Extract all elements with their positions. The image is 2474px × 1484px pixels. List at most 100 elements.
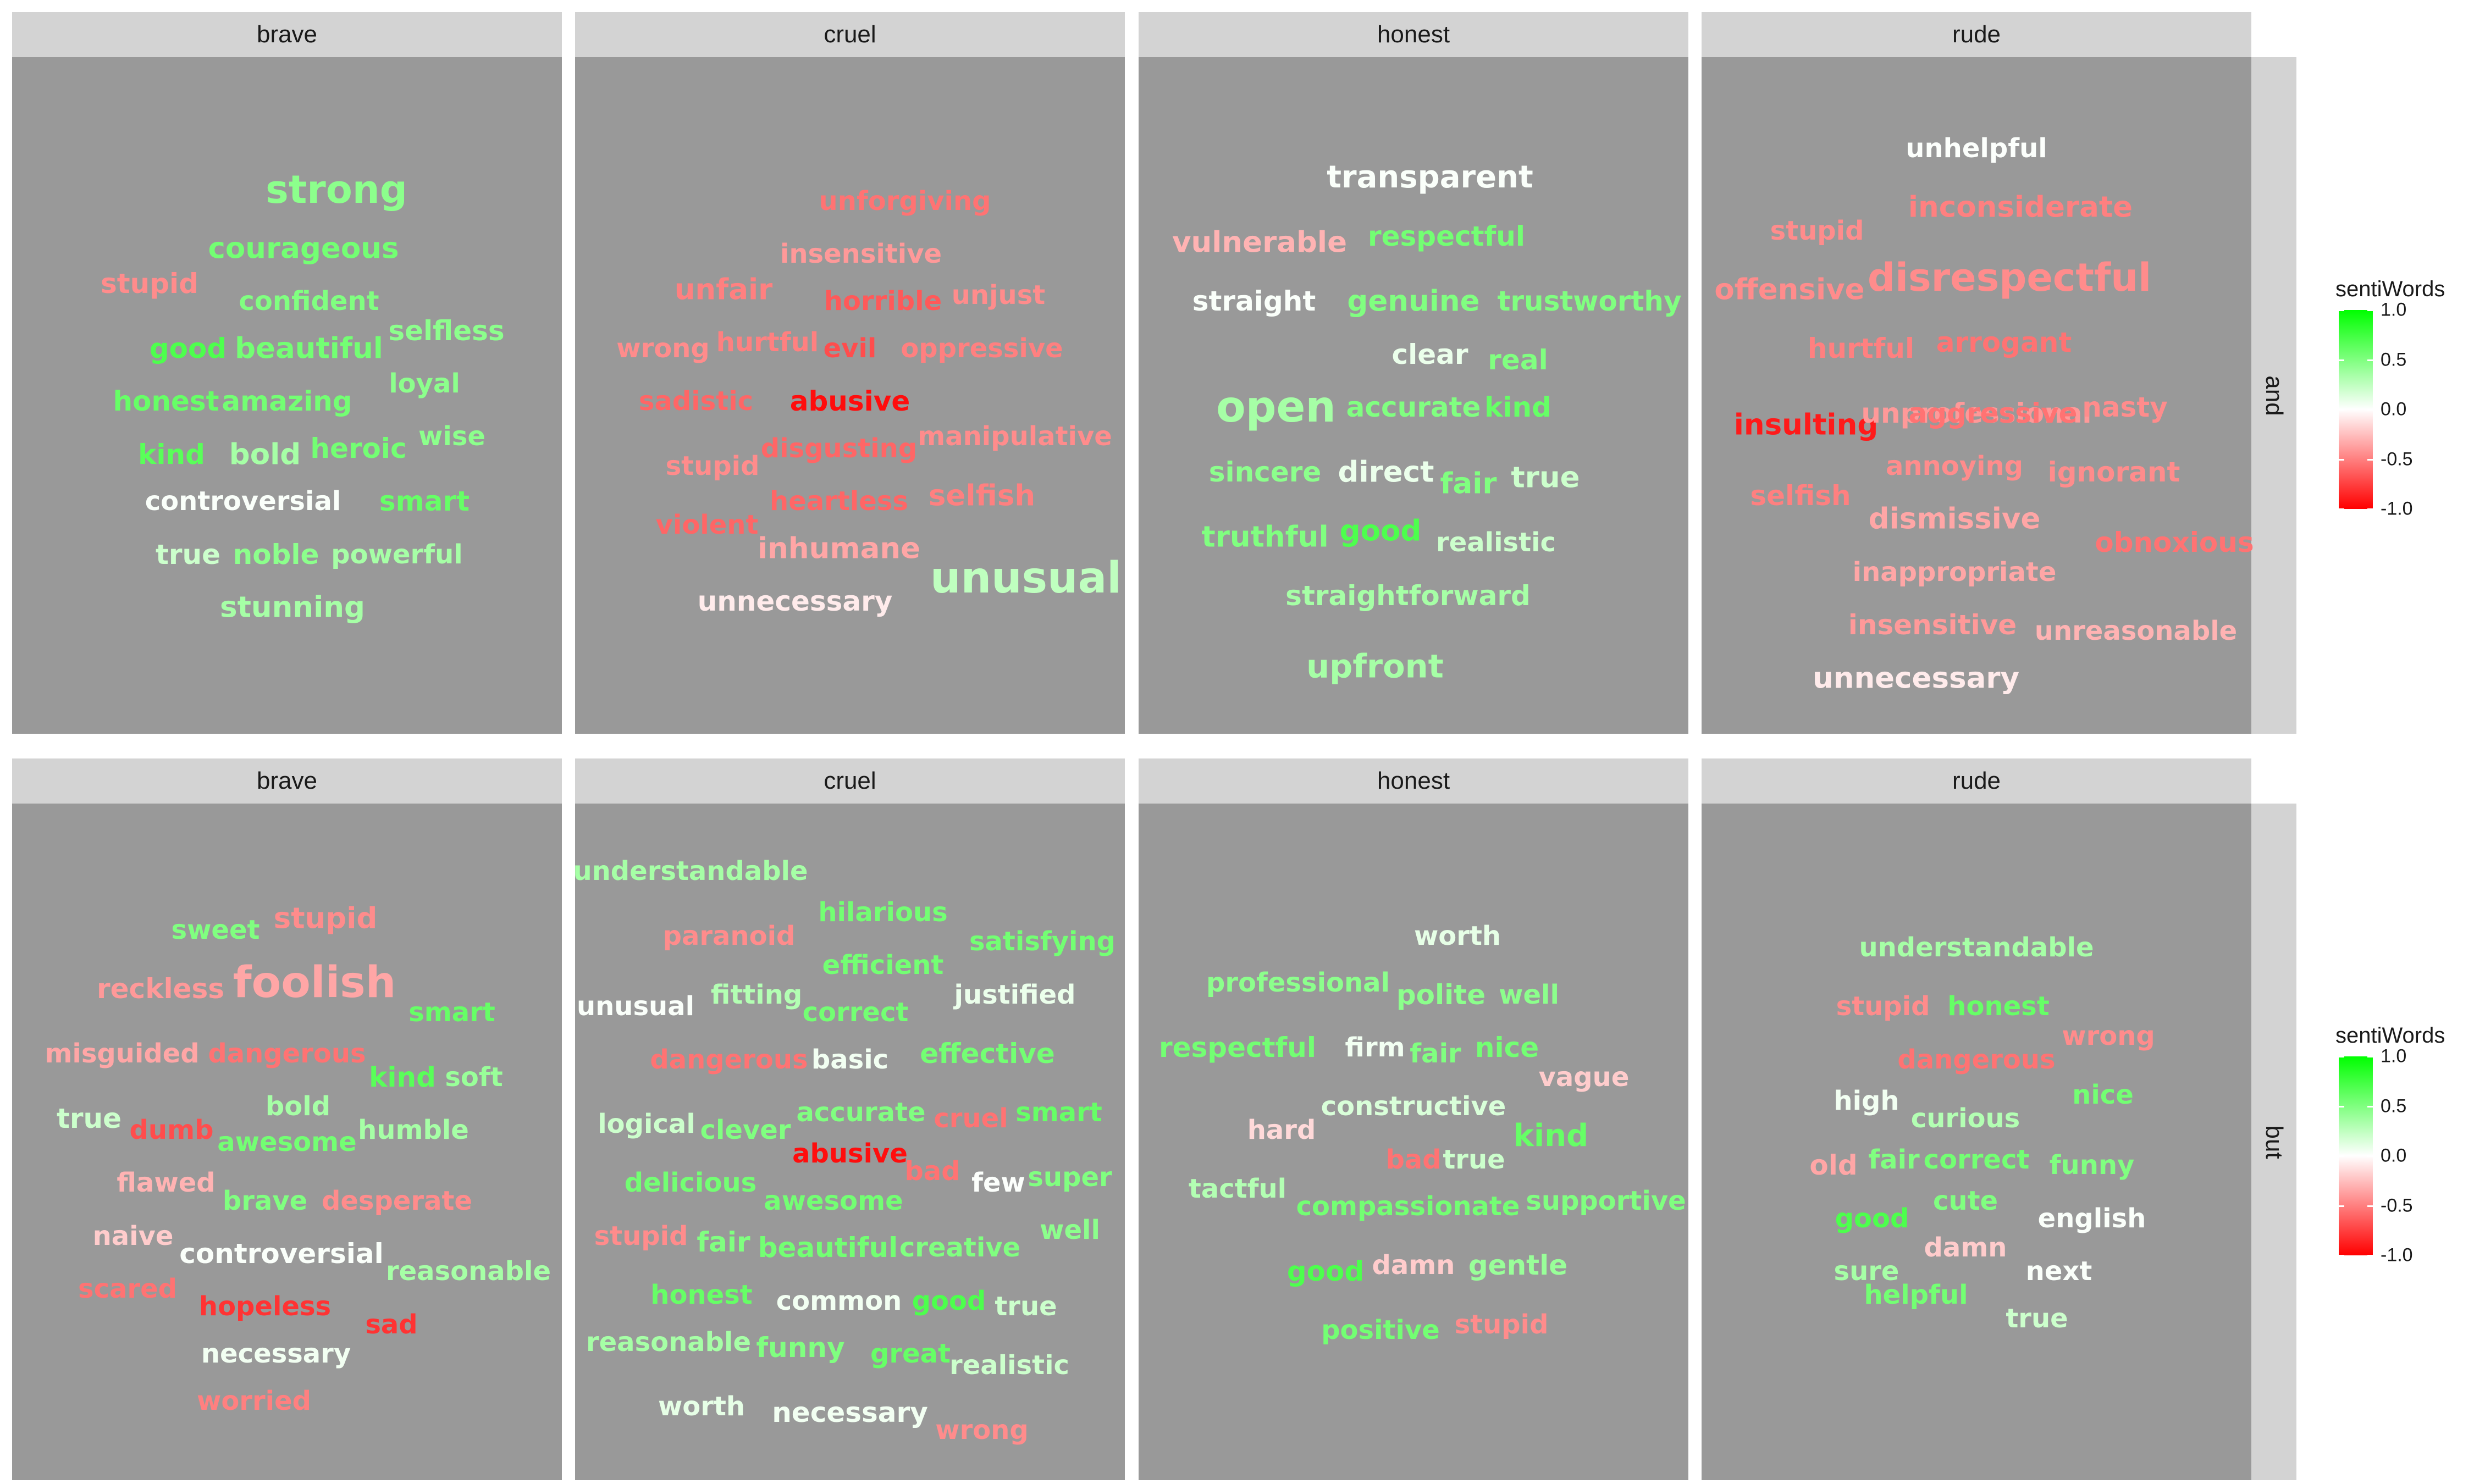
cloud-word: disrespectful	[1867, 255, 2152, 301]
cloud-word: unreasonable	[2034, 615, 2238, 646]
legend-tick-label: 0.5	[2381, 1095, 2407, 1116]
cloud-word: realistic	[949, 1350, 1069, 1381]
cloud-word: awesome	[217, 1126, 357, 1158]
cloud-word: horrible	[824, 286, 942, 317]
cloud-word: accurate	[796, 1097, 926, 1128]
cloud-word: reasonable	[385, 1256, 551, 1287]
cloud-word: obnoxious	[2095, 527, 2254, 559]
cloud-word: dangerous	[1897, 1044, 2056, 1075]
cloud-word: nice	[2072, 1079, 2134, 1110]
legend-tick	[2339, 309, 2344, 311]
cloud-word: dumb	[129, 1115, 214, 1146]
cloud-word: necessary	[772, 1397, 928, 1429]
cloud-word: nice	[1475, 1032, 1539, 1064]
cloud-word: hurtful	[1807, 332, 1915, 364]
cloud-word: wrong	[616, 333, 710, 364]
cloud-word: fair	[1410, 1038, 1461, 1069]
cloud-word: amazing	[222, 385, 352, 418]
cloud-word: unfair	[674, 273, 773, 307]
cloud-word: worth	[658, 1391, 745, 1422]
cloud-word: violent	[655, 510, 759, 541]
cloud-word: fair	[1868, 1144, 1920, 1175]
legend-tick	[2367, 508, 2373, 510]
cloud-word: real	[1488, 344, 1548, 376]
cloud-word: cruel	[934, 1103, 1008, 1134]
cloud-word: nasty	[2082, 391, 2168, 423]
cloud-word: misguided	[45, 1038, 200, 1069]
cloud-word: stupid	[1770, 215, 1864, 246]
cloud-word: strong	[266, 167, 407, 212]
cloud-word: abusive	[789, 385, 910, 418]
cloud-word: correct	[802, 996, 909, 1028]
cloud-word: hopeless	[198, 1291, 332, 1322]
cloud-word: evil	[823, 333, 877, 364]
cloud-word: bad	[904, 1156, 960, 1187]
cloud-word: fair	[697, 1226, 750, 1258]
cloud-word: unhelpful	[1906, 132, 2047, 164]
facet-panel-but-rude: understandable stupid honest wrong dangerous…	[1702, 804, 2251, 1480]
cloud-word: smart	[408, 996, 495, 1028]
cloud-word: transparent	[1327, 159, 1533, 196]
cloud-word: sadistic	[638, 386, 754, 417]
cloud-word: unjust	[951, 280, 1046, 311]
facet-column-strip: brave	[12, 758, 562, 804]
cloud-word: selfish	[928, 479, 1036, 513]
cloud-word: good	[1835, 1203, 1909, 1234]
cloud-word: oppressive	[901, 333, 1063, 364]
cloud-word: true	[56, 1102, 122, 1134]
legend-tick-label: 0.5	[2381, 349, 2407, 370]
cloud-word: confident	[239, 286, 379, 317]
cloud-word: honest	[650, 1279, 753, 1310]
facet-panel-but-cruel: understandable hilarious paranoid satisfyin…	[573, 804, 1125, 1480]
facet-column-strip: cruel	[575, 758, 1125, 804]
legend-title: sentiWords	[2335, 277, 2445, 301]
legend-tick	[2339, 1105, 2344, 1108]
cloud-word: necessary	[201, 1338, 351, 1370]
cloud-word: insensitive	[1848, 609, 2017, 641]
cloud-word: annoying	[1886, 451, 2023, 482]
cloud-word: clever	[700, 1115, 791, 1146]
cloud-word: basic	[811, 1044, 889, 1075]
cloud-word: well	[1040, 1215, 1100, 1246]
facet-column-strip: cruel	[575, 12, 1125, 57]
cloud-word: manipulative	[918, 421, 1112, 452]
cloud-word: selfish	[1750, 479, 1851, 512]
cloud-word: beautiful	[235, 331, 383, 366]
cloud-word: bad	[1385, 1144, 1442, 1175]
cloud-word: satisfying	[969, 926, 1116, 957]
cloud-word: wrong	[935, 1415, 1029, 1446]
cloud-word: common	[776, 1285, 902, 1316]
legend-tick	[2367, 1255, 2373, 1256]
cloud-word: direct	[1338, 455, 1434, 489]
cloud-word: unnecessary	[697, 585, 893, 618]
cloud-word: sweet	[171, 914, 260, 945]
cloud-word: reasonable	[586, 1326, 752, 1358]
cloud-word: gentle	[1468, 1249, 1568, 1282]
legend-tick	[2367, 458, 2373, 461]
cloud-word: honest	[1947, 991, 2050, 1022]
cloud-word: compassionate	[1296, 1191, 1520, 1222]
cloud-word: inappropriate	[1852, 556, 2057, 588]
cloud-word: good	[912, 1285, 986, 1316]
facet-panel-but-honest: worth professional polite well respectful fir…	[1139, 804, 1688, 1480]
cloud-word: brave	[222, 1185, 308, 1216]
color-legend: sentiWords 1.0 0.5 0.0 -0.5 -1.0	[2335, 1023, 2467, 1266]
cloud-word: courageous	[208, 231, 399, 265]
cloud-word: respectful	[1158, 1032, 1317, 1064]
legend-tick	[2367, 359, 2373, 361]
cloud-word: hard	[1247, 1115, 1316, 1146]
cloud-word: upfront	[1306, 647, 1444, 685]
legend-tick-label: -1.0	[2381, 498, 2413, 519]
cloud-word: loyal	[389, 368, 460, 400]
legend-tick-label: 0.0	[2381, 1145, 2407, 1166]
legend-tick	[2339, 508, 2344, 510]
cloud-word: true	[1511, 461, 1580, 495]
cloud-word: understandable	[573, 855, 808, 887]
legend-tick	[2339, 458, 2344, 461]
cloud-word: smart	[379, 485, 470, 518]
facet-column-strip: honest	[1139, 758, 1688, 804]
cloud-word: vulnerable	[1172, 225, 1348, 259]
facet-column-strip: honest	[1139, 12, 1688, 57]
cloud-word: unforgiving	[819, 186, 991, 217]
cloud-word: efficient	[822, 950, 944, 981]
